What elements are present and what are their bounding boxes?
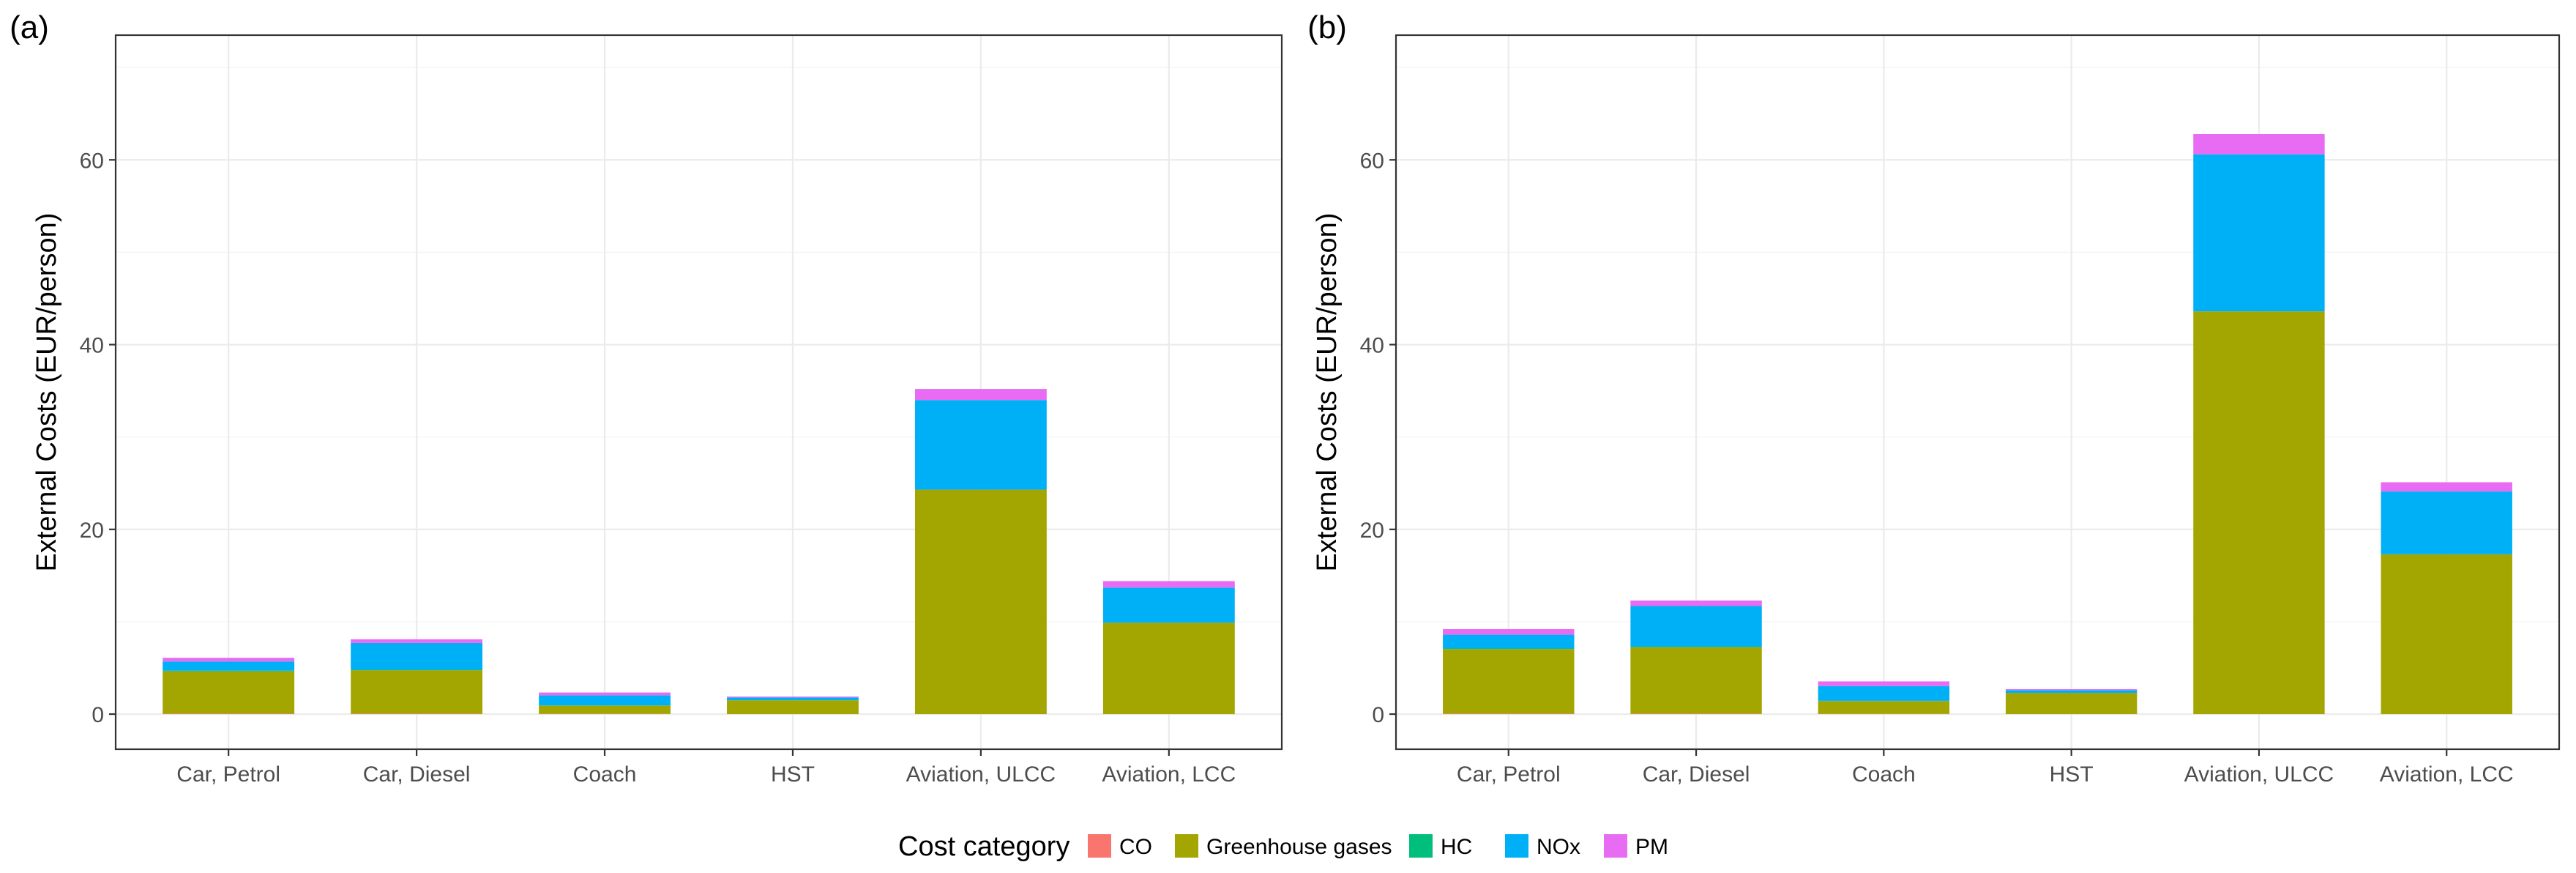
legend-key [1505,834,1528,858]
x-tick-label: Car, Diesel [363,762,471,787]
bar-car-diesel-pm [1630,600,1762,606]
x-tick-label: HST [2050,762,2094,787]
x-axis: Car, Petrol Car, Diesel Coach HST Aviation, … [1457,749,2514,787]
y-tick-label: 40 [1360,334,1384,358]
legend-item-greenhouse-gases: Greenhouse gases [1175,834,1392,859]
legend-label: Greenhouse gases [1206,835,1392,859]
bar-hst-nox [2005,690,2138,694]
x-tick-label: Car, Petrol [1457,762,1561,787]
bar-aviation-lcc-nox [2381,491,2512,554]
bar-aviation-ulcc-pm [2193,133,2325,155]
legend-key [1409,834,1433,858]
bar-coach-nox [539,695,671,706]
legend-key [1088,834,1111,858]
legend-label: PM [1635,835,1668,859]
bar-car-petrol-pm [163,658,295,662]
bar-car-diesel-co [1630,713,1762,715]
y-axis: 0 20 40 60 [1360,149,1396,727]
bar-aviation-ulcc-nox [914,400,1047,490]
bar-car-petrol-hc [163,670,295,672]
bars [163,389,1235,715]
y-tick-label: 0 [1372,703,1384,727]
bar-car-diesel-hc [351,669,483,671]
legend-label: NOx [1537,835,1580,859]
bar-car-diesel-co [351,713,483,715]
x-tick-label: Car, Diesel [1643,762,1750,787]
bar-coach-nox [1818,686,1950,701]
bar-aviation-ulcc-nox [2193,154,2325,312]
bar-car-petrol-co [163,713,295,715]
legend: Cost category CO Greenhouse gases HC NOx PM [898,831,1668,862]
y-tick-label: 0 [92,703,104,727]
chart-panel-a: (a) 0 20 40 60 Car, Petrol Car, Diesel Coach HST… [10,10,1283,787]
panel-label: (a) [10,10,49,45]
legend-label: HC [1441,835,1472,859]
bar-hst-pm [727,696,859,698]
bar-aviation-ulcc-pm [914,389,1047,401]
bar-aviation-ulcc-greenhouse-gases [2193,311,2325,715]
bar-aviation-lcc-pm [2381,482,2512,492]
bar-aviation-ulcc-greenhouse-gases [914,489,1047,715]
bar-hst-greenhouse-gases [727,700,859,715]
bar-aviation-lcc-nox [1102,587,1235,623]
x-axis: Car, Petrol Car, Diesel Coach HST Aviation, … [176,749,1236,787]
legend-label: CO [1119,835,1152,859]
y-tick-label: 20 [80,519,104,543]
legend-key [1604,834,1627,858]
bars [1443,133,2512,715]
x-tick-label: Coach [573,762,637,787]
bar-car-petrol-co [1443,713,1575,715]
panel-border [114,34,1283,751]
y-tick-label: 40 [80,334,104,358]
bar-aviation-lcc-pm [1102,581,1235,588]
legend-item-hc: HC [1409,834,1472,859]
x-tick-label: HST [771,762,815,787]
x-tick-label: Aviation, LCC [2380,762,2514,787]
bar-car-diesel-nox [1630,606,1762,647]
bar-hst-nox [727,697,859,701]
bar-coach-pm [539,692,671,696]
bar-coach-greenhouse-gases [539,705,671,714]
x-tick-label: Car, Petrol [176,762,280,787]
bar-car-diesel-pm [351,639,483,643]
legend-key [1175,834,1198,858]
bar-car-petrol-greenhouse-gases [163,671,295,714]
bar-hst-greenhouse-gases [2005,693,2138,715]
legend-title: Cost category [898,831,1069,862]
chart-panel-b: (b) 0 20 40 60 Car, Petrol Car, Diesel Coach HST… [1307,10,2561,787]
x-tick-label: Aviation, ULCC [906,762,1056,787]
bar-car-petrol-pm [1443,629,1575,635]
bar-aviation-lcc-greenhouse-gases [2381,554,2512,715]
x-tick-label: Aviation, ULCC [2184,762,2334,787]
bar-aviation-lcc-greenhouse-gases [1102,623,1235,715]
y-tick-label: 60 [80,149,104,173]
bar-car-petrol-hc [1443,648,1575,650]
y-tick-label: 60 [1360,149,1384,173]
bar-car-diesel-greenhouse-gases [351,670,483,714]
x-tick-label: Coach [1852,762,1916,787]
bar-coach-pm [1818,681,1950,686]
bar-coach-greenhouse-gases [1818,701,1950,714]
bar-car-diesel-greenhouse-gases [1630,647,1762,714]
legend-item-co: CO [1088,834,1152,859]
y-tick-label: 20 [1360,519,1384,543]
panel-border [1395,34,2561,751]
x-tick-label: Aviation, LCC [1102,762,1236,787]
bar-car-petrol-nox [1443,634,1575,649]
bar-car-diesel-nox [351,642,483,670]
y-axis: 0 20 40 60 [80,149,116,727]
legend-item-nox: NOx [1505,834,1580,859]
bar-car-petrol-greenhouse-gases [1443,649,1575,714]
y-axis-title: External Costs (EUR/person) [1312,213,1343,572]
legend-item-pm: PM [1604,834,1668,859]
y-axis-title: External Costs (EUR/person) [31,213,62,572]
bar-hst-pm [2005,689,2138,691]
panel-label: (b) [1307,10,1347,45]
bar-car-petrol-nox [163,661,295,671]
